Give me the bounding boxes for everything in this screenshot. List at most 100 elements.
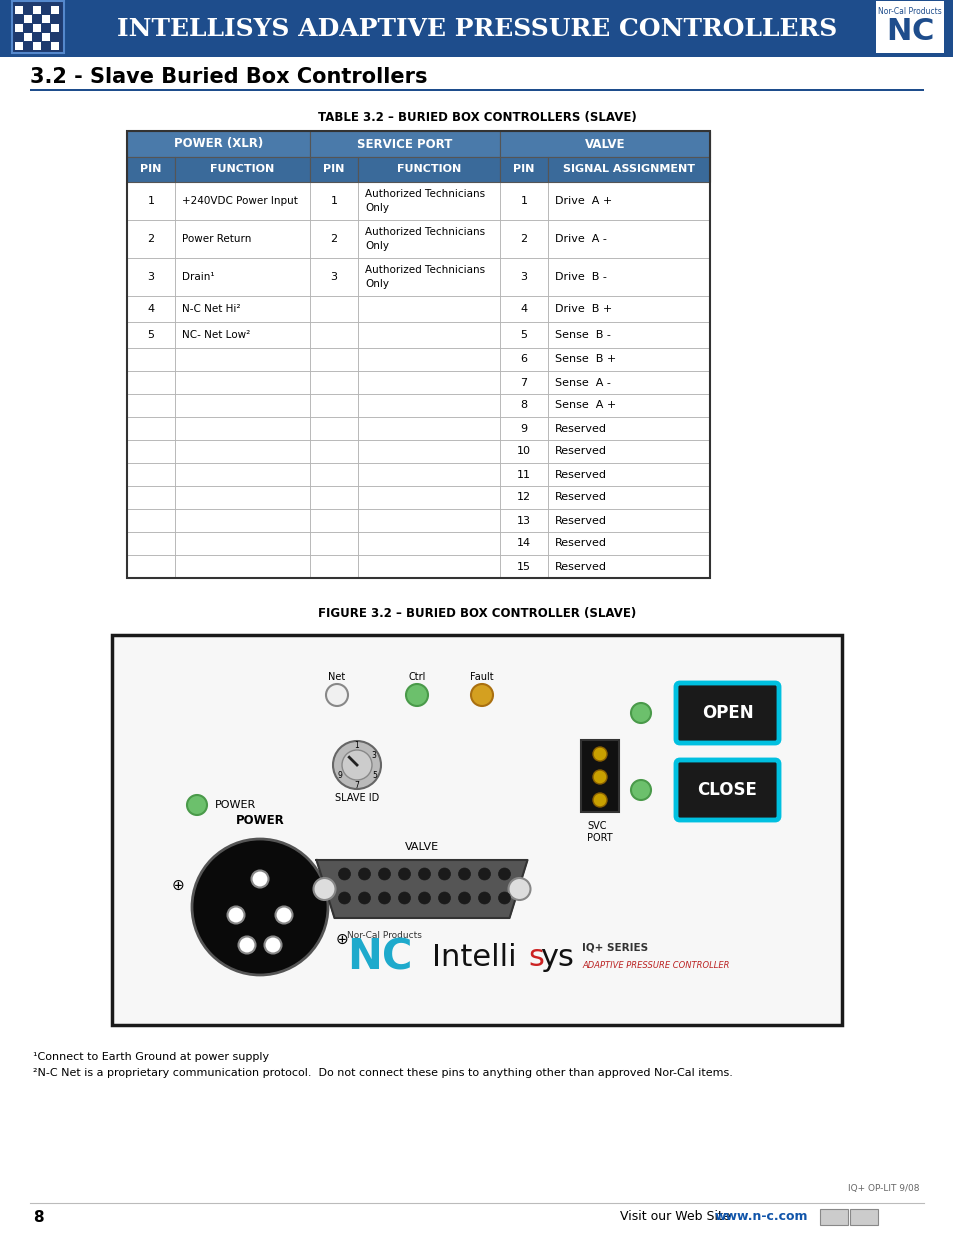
Bar [51,15,59,23]
Bar [547,258,709,296]
Text: 1: 1 [355,741,359,750]
Circle shape [458,892,470,904]
Circle shape [341,750,372,781]
Text: 1: 1 [330,196,337,206]
Bar [547,296,709,322]
Bar [499,532,547,555]
Text: Reserved: Reserved [555,562,606,572]
Text: C: C [911,16,933,46]
Polygon shape [316,860,527,918]
Circle shape [338,892,350,904]
Circle shape [478,892,490,904]
Bar [174,487,310,509]
Text: SVC
PORT: SVC PORT [587,821,612,842]
Bar [127,440,174,463]
Bar [547,182,709,220]
Bar [499,157,547,182]
Circle shape [630,781,650,800]
Bar [310,463,357,487]
Bar [580,740,618,811]
Text: 5: 5 [372,771,376,779]
Bar [357,463,499,487]
Text: 4: 4 [148,304,154,314]
Bar [174,394,310,417]
Text: Ctrl: Ctrl [408,672,425,682]
Bar [547,394,709,417]
Bar [174,322,310,348]
Text: FUNCTION: FUNCTION [211,164,274,174]
Bar [357,394,499,417]
Circle shape [438,892,450,904]
Text: Fault: Fault [470,672,494,682]
Text: POWER: POWER [235,815,284,827]
Circle shape [398,892,410,904]
Text: 7: 7 [520,378,527,388]
Bar [127,296,174,322]
Text: Only: Only [365,279,389,289]
Bar [127,509,174,532]
Bar [357,509,499,532]
Circle shape [406,684,428,706]
Text: POWER (XLR): POWER (XLR) [173,137,263,151]
Bar [127,555,174,578]
Bar [30,89,923,91]
Circle shape [326,684,348,706]
Bar [174,220,310,258]
Circle shape [192,839,328,974]
Text: ys: ys [539,942,574,972]
Circle shape [227,906,244,924]
Bar [127,131,310,157]
Text: Only: Only [365,241,389,251]
Circle shape [593,747,606,761]
Bar [24,15,32,23]
Text: 3: 3 [520,272,527,282]
Bar [547,322,709,348]
Bar [499,348,547,370]
Bar [547,440,709,463]
Bar [499,417,547,440]
Text: 8: 8 [520,400,527,410]
Bar [310,157,357,182]
Circle shape [333,741,380,789]
Bar [42,6,50,14]
Bar [310,296,357,322]
Bar [310,555,357,578]
Bar [51,33,59,41]
Bar [33,15,41,23]
Bar [310,258,357,296]
Text: Sense  B -: Sense B - [555,330,610,340]
Text: ²N-C Net is a proprietary communication protocol.  Do not connect these pins to : ²N-C Net is a proprietary communication … [33,1068,732,1078]
Bar [499,509,547,532]
Bar [174,440,310,463]
Text: Reserved: Reserved [555,469,606,479]
Text: Sense  A -: Sense A - [555,378,610,388]
Bar [310,440,357,463]
Text: 9: 9 [337,771,342,779]
Text: 3: 3 [148,272,154,282]
Text: Drive  A +: Drive A + [555,196,612,206]
Bar [499,555,547,578]
Text: ADAPTIVE PRESSURE CONTROLLER: ADAPTIVE PRESSURE CONTROLLER [581,961,729,969]
Bar [42,23,50,32]
Bar [310,509,357,532]
Bar [499,394,547,417]
Text: OPEN: OPEN [701,704,753,722]
Circle shape [264,936,281,953]
Text: CLOSE: CLOSE [697,781,757,799]
Text: 11: 11 [517,469,531,479]
Text: SLAVE ID: SLAVE ID [335,793,378,803]
Bar [127,532,174,555]
Text: Reserved: Reserved [555,538,606,548]
Circle shape [275,906,293,924]
Bar [12,1,64,53]
Text: PIN: PIN [513,164,534,174]
Text: www.n-c.com: www.n-c.com [714,1210,807,1224]
Bar [33,6,41,14]
Bar [310,322,357,348]
Text: 5: 5 [520,330,527,340]
Bar [33,33,41,41]
Bar [24,23,32,32]
Text: IQ+ OP-LIT 9/08: IQ+ OP-LIT 9/08 [847,1184,919,1193]
Text: PIN: PIN [323,164,344,174]
Circle shape [458,868,470,881]
